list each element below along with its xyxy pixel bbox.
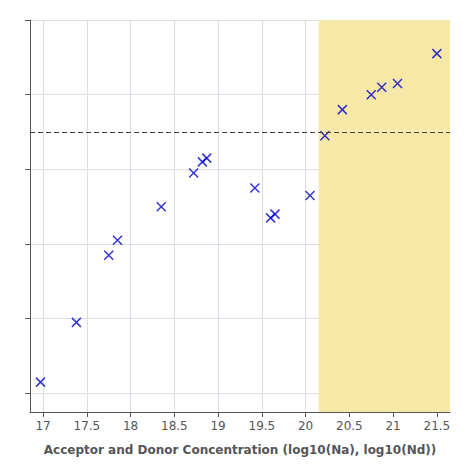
svg-text:18: 18	[123, 419, 138, 433]
svg-text:19.5: 19.5	[249, 419, 276, 433]
svg-text:17.5: 17.5	[74, 419, 101, 433]
svg-text:19: 19	[210, 419, 225, 433]
svg-text:21.5: 21.5	[424, 419, 451, 433]
svg-text:18.5: 18.5	[161, 419, 188, 433]
svg-text:21: 21	[385, 419, 400, 433]
svg-text:17: 17	[35, 419, 50, 433]
svg-text:Acceptor and Donor Concentrati: Acceptor and Donor Concentration (log10(…	[44, 443, 436, 457]
svg-text:20.5: 20.5	[336, 419, 363, 433]
svg-text:20: 20	[298, 419, 313, 433]
